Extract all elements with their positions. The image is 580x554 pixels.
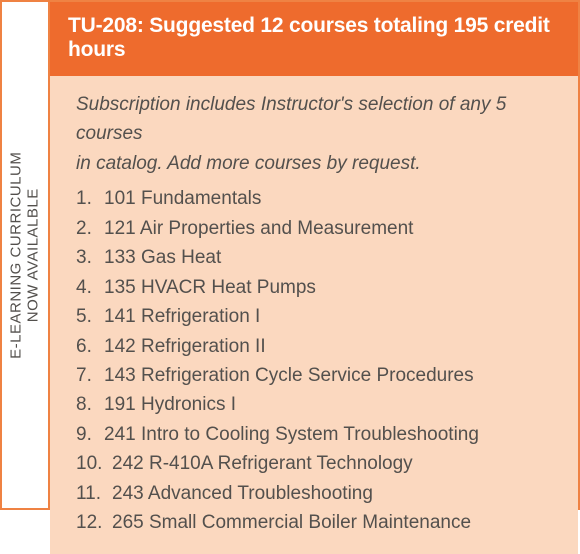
- card-header: TU-208: Suggested 12 courses totaling 19…: [50, 2, 578, 76]
- card-title: TU-208: Suggested 12 courses totaling 19…: [68, 14, 550, 61]
- course-label: 143 Refrigeration Cycle Service Procedur…: [104, 361, 474, 390]
- side-label-panel: E-LEARNING CURRICULUM NOW AVAILALBLE: [2, 2, 50, 508]
- intro-line2: in catalog. Add more courses by request.: [76, 153, 421, 174]
- course-number: 9.: [76, 420, 104, 449]
- course-label: 243 Advanced Troubleshooting: [112, 479, 373, 508]
- course-label: 121 Air Properties and Measurement: [104, 214, 413, 243]
- course-row: 2.121 Air Properties and Measurement: [76, 214, 558, 243]
- course-label: 242 R-410A Refrigerant Technology: [112, 449, 413, 478]
- course-number: 2.: [76, 214, 104, 243]
- course-number: 3.: [76, 243, 104, 272]
- course-row: 7.143 Refrigeration Cycle Service Proced…: [76, 361, 558, 390]
- course-row: 12.265 Small Commercial Boiler Maintenan…: [76, 508, 558, 537]
- course-number: 12.: [76, 508, 112, 537]
- course-label: 101 Fundamentals: [104, 184, 261, 213]
- intro-line1: Subscription includes Instructor's selec…: [76, 94, 506, 144]
- intro-text: Subscription includes Instructor's selec…: [76, 90, 558, 178]
- card-content: Subscription includes Instructor's selec…: [50, 76, 578, 554]
- side-label-line2: NOW AVAILALBLE: [25, 188, 42, 322]
- course-number: 7.: [76, 361, 104, 390]
- course-label: 191 Hydronics I: [104, 390, 236, 419]
- course-row: 10.242 R-410A Refrigerant Technology: [76, 449, 558, 478]
- course-row: 5.141 Refrigeration I: [76, 302, 558, 331]
- course-label: 135 HVACR Heat Pumps: [104, 273, 316, 302]
- course-row: 4.135 HVACR Heat Pumps: [76, 273, 558, 302]
- course-number: 1.: [76, 184, 104, 213]
- course-row: 9.241 Intro to Cooling System Troublesho…: [76, 420, 558, 449]
- course-row: 8.191 Hydronics I: [76, 390, 558, 419]
- course-number: 8.: [76, 390, 104, 419]
- main-panel: TU-208: Suggested 12 courses totaling 19…: [50, 2, 578, 508]
- course-number: 4.: [76, 273, 104, 302]
- course-number: 6.: [76, 332, 104, 361]
- course-number: 5.: [76, 302, 104, 331]
- course-label: 133 Gas Heat: [104, 243, 221, 272]
- course-row: 6.142 Refrigeration II: [76, 332, 558, 361]
- course-number: 10.: [76, 449, 112, 478]
- course-row: 3.133 Gas Heat: [76, 243, 558, 272]
- course-label: 265 Small Commercial Boiler Maintenance: [112, 508, 471, 537]
- side-label: E-LEARNING CURRICULUM NOW AVAILALBLE: [8, 151, 43, 358]
- course-row: 11.243 Advanced Troubleshooting: [76, 479, 558, 508]
- course-label: 141 Refrigeration I: [104, 302, 260, 331]
- curriculum-card: E-LEARNING CURRICULUM NOW AVAILALBLE TU-…: [0, 0, 580, 510]
- course-list: 1.101 Fundamentals2.121 Air Properties a…: [76, 184, 558, 537]
- course-number: 11.: [76, 479, 112, 508]
- course-label: 241 Intro to Cooling System Troubleshoot…: [104, 420, 479, 449]
- side-label-line1: E-LEARNING CURRICULUM: [8, 151, 25, 358]
- course-label: 142 Refrigeration II: [104, 332, 266, 361]
- course-row: 1.101 Fundamentals: [76, 184, 558, 213]
